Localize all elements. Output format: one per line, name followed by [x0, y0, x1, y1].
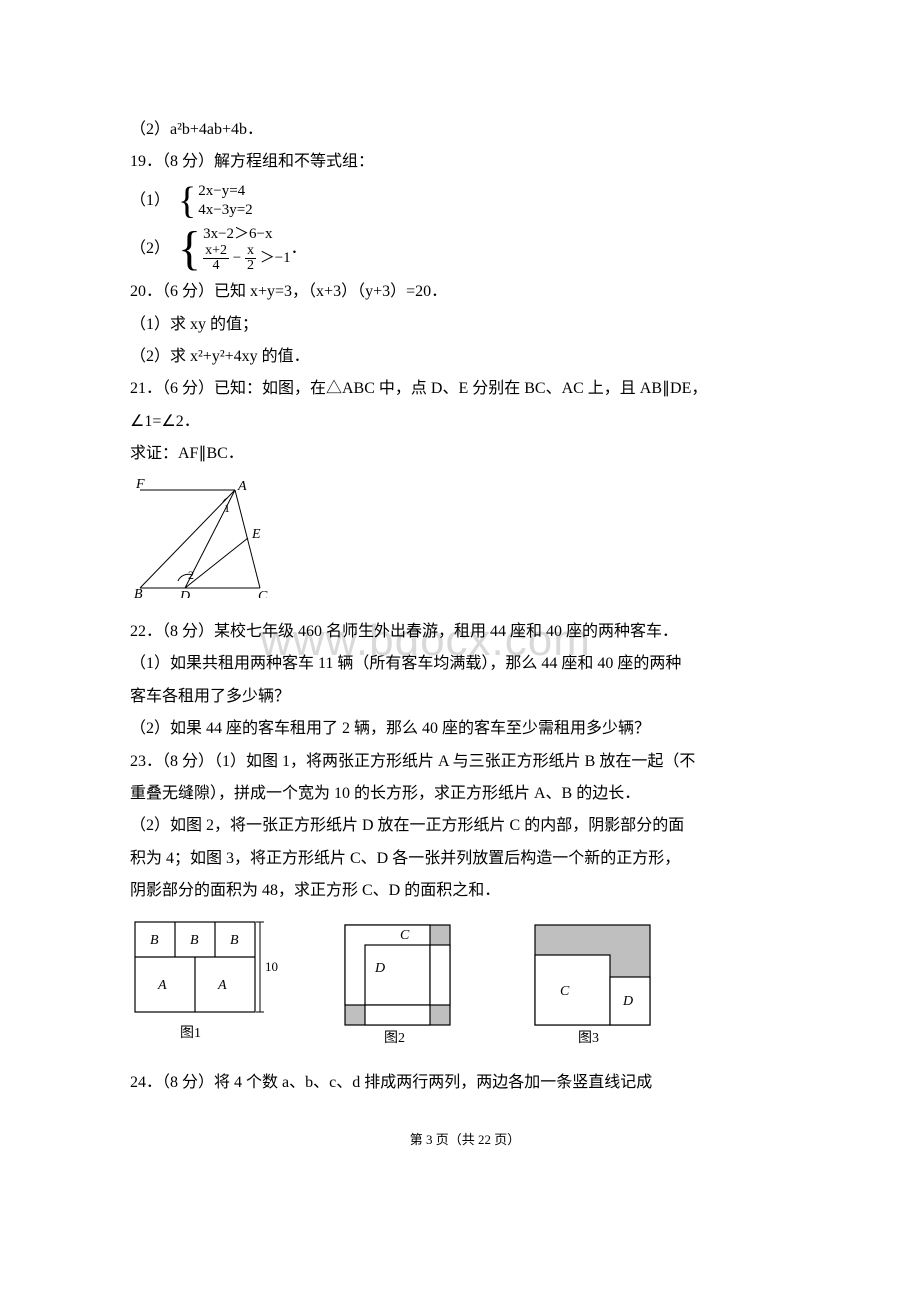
svg-text:C: C	[560, 984, 570, 999]
svg-text:D: D	[622, 994, 633, 1009]
brace-icon: {	[178, 225, 201, 273]
q21-intro: 21．（6 分）已知：如图，在△ABC 中，点 D、E 分别在 BC、AC 上，…	[130, 374, 800, 404]
label-B: B	[134, 587, 143, 598]
figures-row: B B B A A 10 图1 C D 图2 C D 图3	[130, 917, 800, 1058]
q20-part1: （1）求 xy 的值；	[130, 310, 800, 340]
svg-text:A: A	[217, 978, 227, 993]
figure-2: C D 图2	[340, 917, 470, 1058]
angle-1: 1	[224, 501, 230, 515]
label-C: C	[258, 589, 268, 598]
q22-intro-row: www.bdocx.com 22．（8 分）某校七年级 460 名师生外出春游，…	[130, 617, 800, 647]
figure-1: B B B A A 10 图1	[130, 917, 280, 1058]
label-D: D	[179, 589, 190, 598]
q20-intro: 20．（6 分）已知 x+y=3，（x+3）（y+3）=20．	[130, 277, 800, 307]
svg-text:B: B	[190, 933, 199, 948]
watermark-text: www.bdocx.com	[260, 599, 591, 683]
q22-intro: 22．（8 分）某校七年级 460 名师生外出春游，租用 44 座和 40 座的…	[130, 623, 678, 640]
frac-den: 2	[245, 259, 256, 273]
frac-num: x	[245, 244, 256, 259]
svg-text:A: A	[157, 978, 167, 993]
ineq-tail: ＞−1	[260, 250, 291, 266]
frac-num: x+2	[203, 244, 229, 259]
svg-text:10: 10	[265, 959, 278, 974]
svg-text:图1: 图1	[180, 1026, 201, 1041]
label-A: A	[237, 479, 247, 494]
q20-part2: （2）求 x²+y²+4xy 的值．	[130, 342, 800, 372]
svg-text:C: C	[400, 928, 410, 943]
q22-2: （2）如果 44 座的客车租用了 2 辆，那么 40 座的客车至少需租用多少辆？	[130, 714, 800, 744]
q19-system1: （1） { 2x−y=4 4x−3y=2	[190, 182, 800, 221]
q23-intro-a: 23．（8 分）（1）如图 1，将两张正方形纸片 A 与三张正方形纸片 B 放在…	[130, 747, 800, 777]
q22-1b: 客车各租用了多少辆？	[130, 682, 800, 712]
q23-2a: （2）如图 2，将一张正方形纸片 D 放在一正方形纸片 C 的内部，阴影部分的面	[130, 811, 800, 841]
page-footer: 第 3 页（共 22 页）	[130, 1128, 800, 1153]
label-E: E	[251, 527, 261, 542]
q23-intro-b: 重叠无缝隙），拼成一个宽为 10 的长方形，求正方形纸片 A、B 的边长．	[130, 779, 800, 809]
q18-part2: （2）a²b+4ab+4b．	[130, 115, 800, 145]
q24-intro: 24．（8 分）将 4 个数 a、b、c、d 排成两行两列，两边各加一条竖直线记…	[130, 1068, 800, 1098]
label-F: F	[135, 478, 145, 492]
q19-2-ineq2: x+24 − x2 ＞−1	[203, 244, 291, 273]
svg-text:B: B	[230, 933, 239, 948]
frac-den: 4	[203, 259, 229, 273]
q19-1-prefix: （1）	[130, 189, 170, 213]
q19-system2: （2） { 3x−2＞6−x x+24 − x2 ＞−1 ．	[190, 225, 800, 274]
svg-text:D: D	[374, 961, 385, 976]
minus: −	[233, 250, 241, 266]
q21-prove: 求证：AF∥BC．	[130, 439, 800, 469]
svg-text:图2: 图2	[384, 1031, 405, 1046]
q19-intro: 19．（8 分）解方程组和不等式组：	[130, 147, 800, 177]
q19-2-prefix: （2）	[130, 237, 170, 261]
q19-1-eq1: 2x−y=4	[198, 182, 252, 202]
q19-2-ineq1: 3x−2＞6−x	[203, 225, 291, 245]
angle-2: 2	[188, 568, 194, 582]
figure-3: C D 图3	[530, 917, 660, 1058]
brace-icon: {	[178, 182, 196, 220]
q23-2c: 阴影部分的面积为 48，求正方形 C、D 的面积之和．	[130, 876, 800, 906]
svg-text:B: B	[150, 933, 159, 948]
q19-1-eq2: 4x−3y=2	[198, 201, 252, 221]
period: ．	[291, 237, 307, 261]
q21-cond: ∠1=∠2．	[130, 407, 800, 437]
q23-2b: 积为 4；如图 3，将正方形纸片 C、D 各一张并列放置后构造一个新的正方形，	[130, 844, 800, 874]
geometry-figure: F A E B D C 1 2	[130, 478, 800, 609]
svg-text:图3: 图3	[578, 1031, 599, 1046]
